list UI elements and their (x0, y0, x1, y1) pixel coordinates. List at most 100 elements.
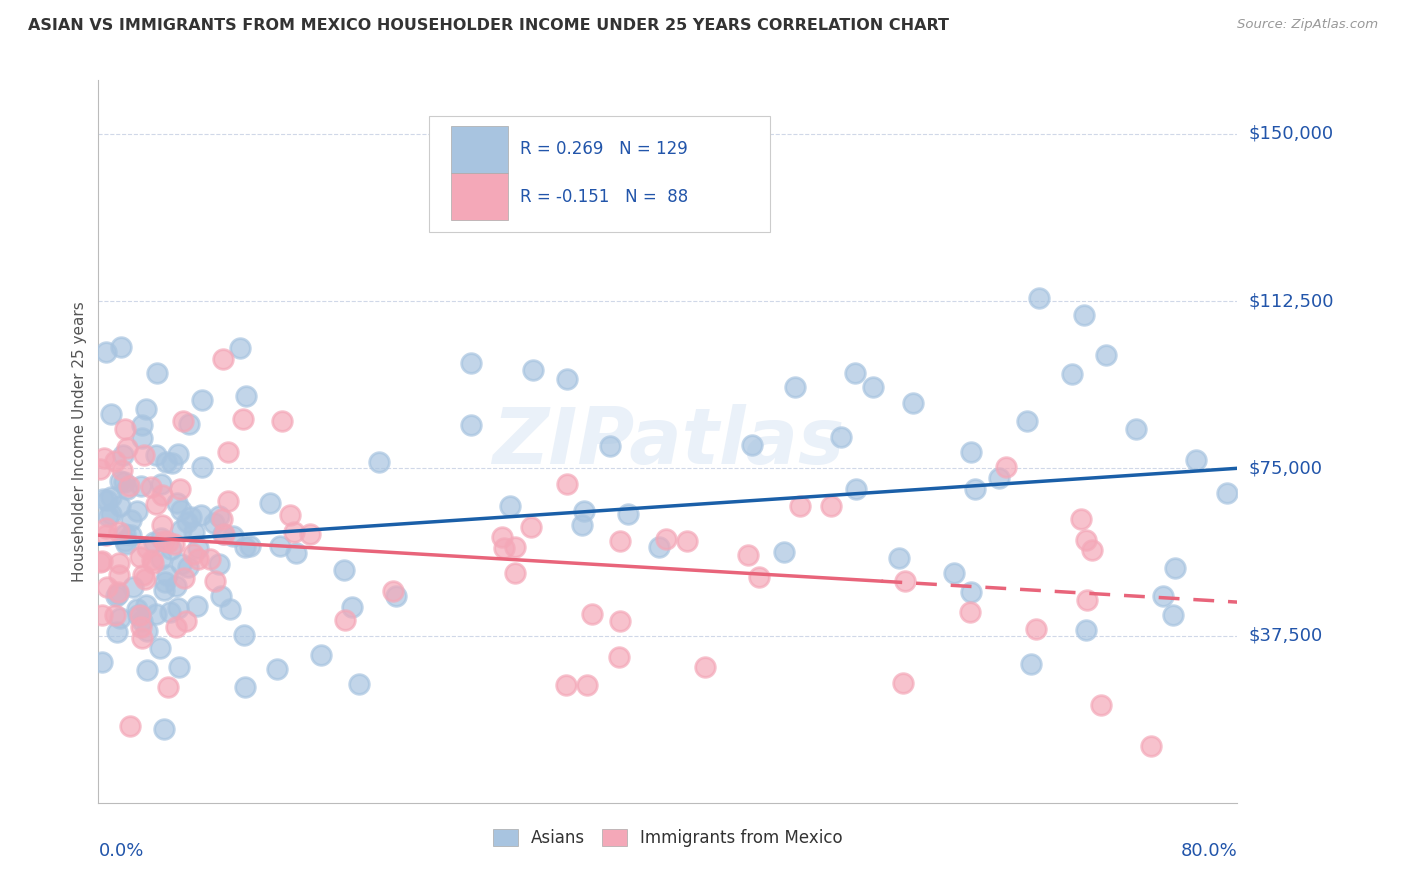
Point (382, 584, 405, 599)
Point (208, 557, 231, 571)
Point (887, 550, 910, 565)
FancyBboxPatch shape (429, 116, 770, 232)
Point (737, 548, 759, 562)
Point (125, 602, 148, 616)
Point (129, 607, 152, 622)
Point (125, 504, 148, 518)
Point (96, 492, 118, 507)
Point (748, 570, 770, 584)
Point (121, 580, 143, 594)
Point (1152, 590, 1174, 604)
Point (173, 571, 195, 585)
Point (1081, 543, 1104, 558)
Point (91, 554, 114, 568)
Point (131, 431, 153, 445)
Point (555, 477, 578, 491)
Point (135, 541, 157, 556)
Point (893, 574, 915, 589)
Point (132, 568, 155, 582)
Point (146, 366, 169, 380)
Point (576, 678, 599, 692)
Point (176, 515, 198, 529)
Point (1070, 512, 1092, 526)
Point (232, 411, 254, 425)
Point (555, 372, 578, 386)
Point (165, 620, 187, 634)
Point (283, 524, 305, 539)
Text: Source: ZipAtlas.com: Source: ZipAtlas.com (1237, 18, 1378, 31)
Text: $37,500: $37,500 (1249, 626, 1323, 645)
Point (183, 524, 205, 539)
Point (129, 478, 152, 492)
Text: R = 0.269   N = 129: R = 0.269 N = 129 (520, 140, 688, 158)
Point (159, 605, 181, 619)
Point (134, 448, 156, 462)
Point (142, 535, 165, 549)
Point (96, 344, 118, 359)
Point (830, 430, 852, 444)
Point (347, 676, 370, 690)
Point (108, 556, 131, 570)
Point (115, 537, 138, 551)
Point (118, 719, 141, 733)
Point (581, 607, 603, 622)
Point (1140, 739, 1163, 753)
Point (238, 539, 260, 553)
Point (773, 545, 796, 559)
Point (104, 608, 127, 623)
Point (607, 650, 630, 665)
Point (153, 533, 176, 548)
Point (212, 527, 235, 541)
Point (367, 455, 389, 469)
Text: ASIAN VS IMMIGRANTS FROM MEXICO HOUSEHOLDER INCOME UNDER 25 YEARS CORRELATION CH: ASIAN VS IMMIGRANTS FROM MEXICO HOUSEHOL… (28, 18, 949, 33)
Point (342, 600, 364, 615)
Point (209, 590, 232, 604)
Point (190, 508, 212, 523)
FancyBboxPatch shape (451, 126, 509, 173)
Point (1060, 367, 1083, 381)
Point (112, 449, 135, 463)
Point (298, 526, 321, 541)
Point (212, 351, 235, 366)
Point (519, 520, 541, 534)
Point (165, 579, 187, 593)
Point (1125, 422, 1147, 436)
Point (181, 547, 204, 561)
Point (131, 417, 153, 432)
Point (166, 496, 188, 510)
Point (170, 503, 193, 517)
Point (100, 508, 122, 522)
Point (150, 488, 173, 502)
Point (211, 512, 233, 526)
Point (91, 655, 114, 669)
Text: $75,000: $75,000 (1249, 459, 1323, 477)
Point (166, 600, 188, 615)
Point (135, 624, 157, 638)
Point (960, 444, 983, 458)
Point (648, 540, 671, 554)
Point (1019, 657, 1042, 671)
Point (177, 559, 200, 574)
Point (131, 631, 153, 645)
Point (110, 340, 132, 354)
Point (149, 641, 172, 656)
Point (1185, 453, 1208, 467)
Point (572, 504, 595, 518)
Point (571, 517, 593, 532)
Point (219, 601, 242, 615)
Point (278, 508, 301, 522)
Point (153, 722, 176, 736)
Text: 0.0%: 0.0% (98, 842, 143, 860)
Point (198, 552, 221, 566)
Text: ZIPatlas: ZIPatlas (492, 403, 844, 480)
Point (233, 680, 256, 694)
Point (128, 549, 150, 564)
Point (93, 450, 115, 465)
Point (191, 459, 214, 474)
Point (994, 460, 1017, 475)
Point (163, 537, 186, 551)
Point (1163, 607, 1185, 622)
Point (155, 455, 177, 469)
Point (129, 620, 152, 634)
Point (522, 363, 544, 377)
